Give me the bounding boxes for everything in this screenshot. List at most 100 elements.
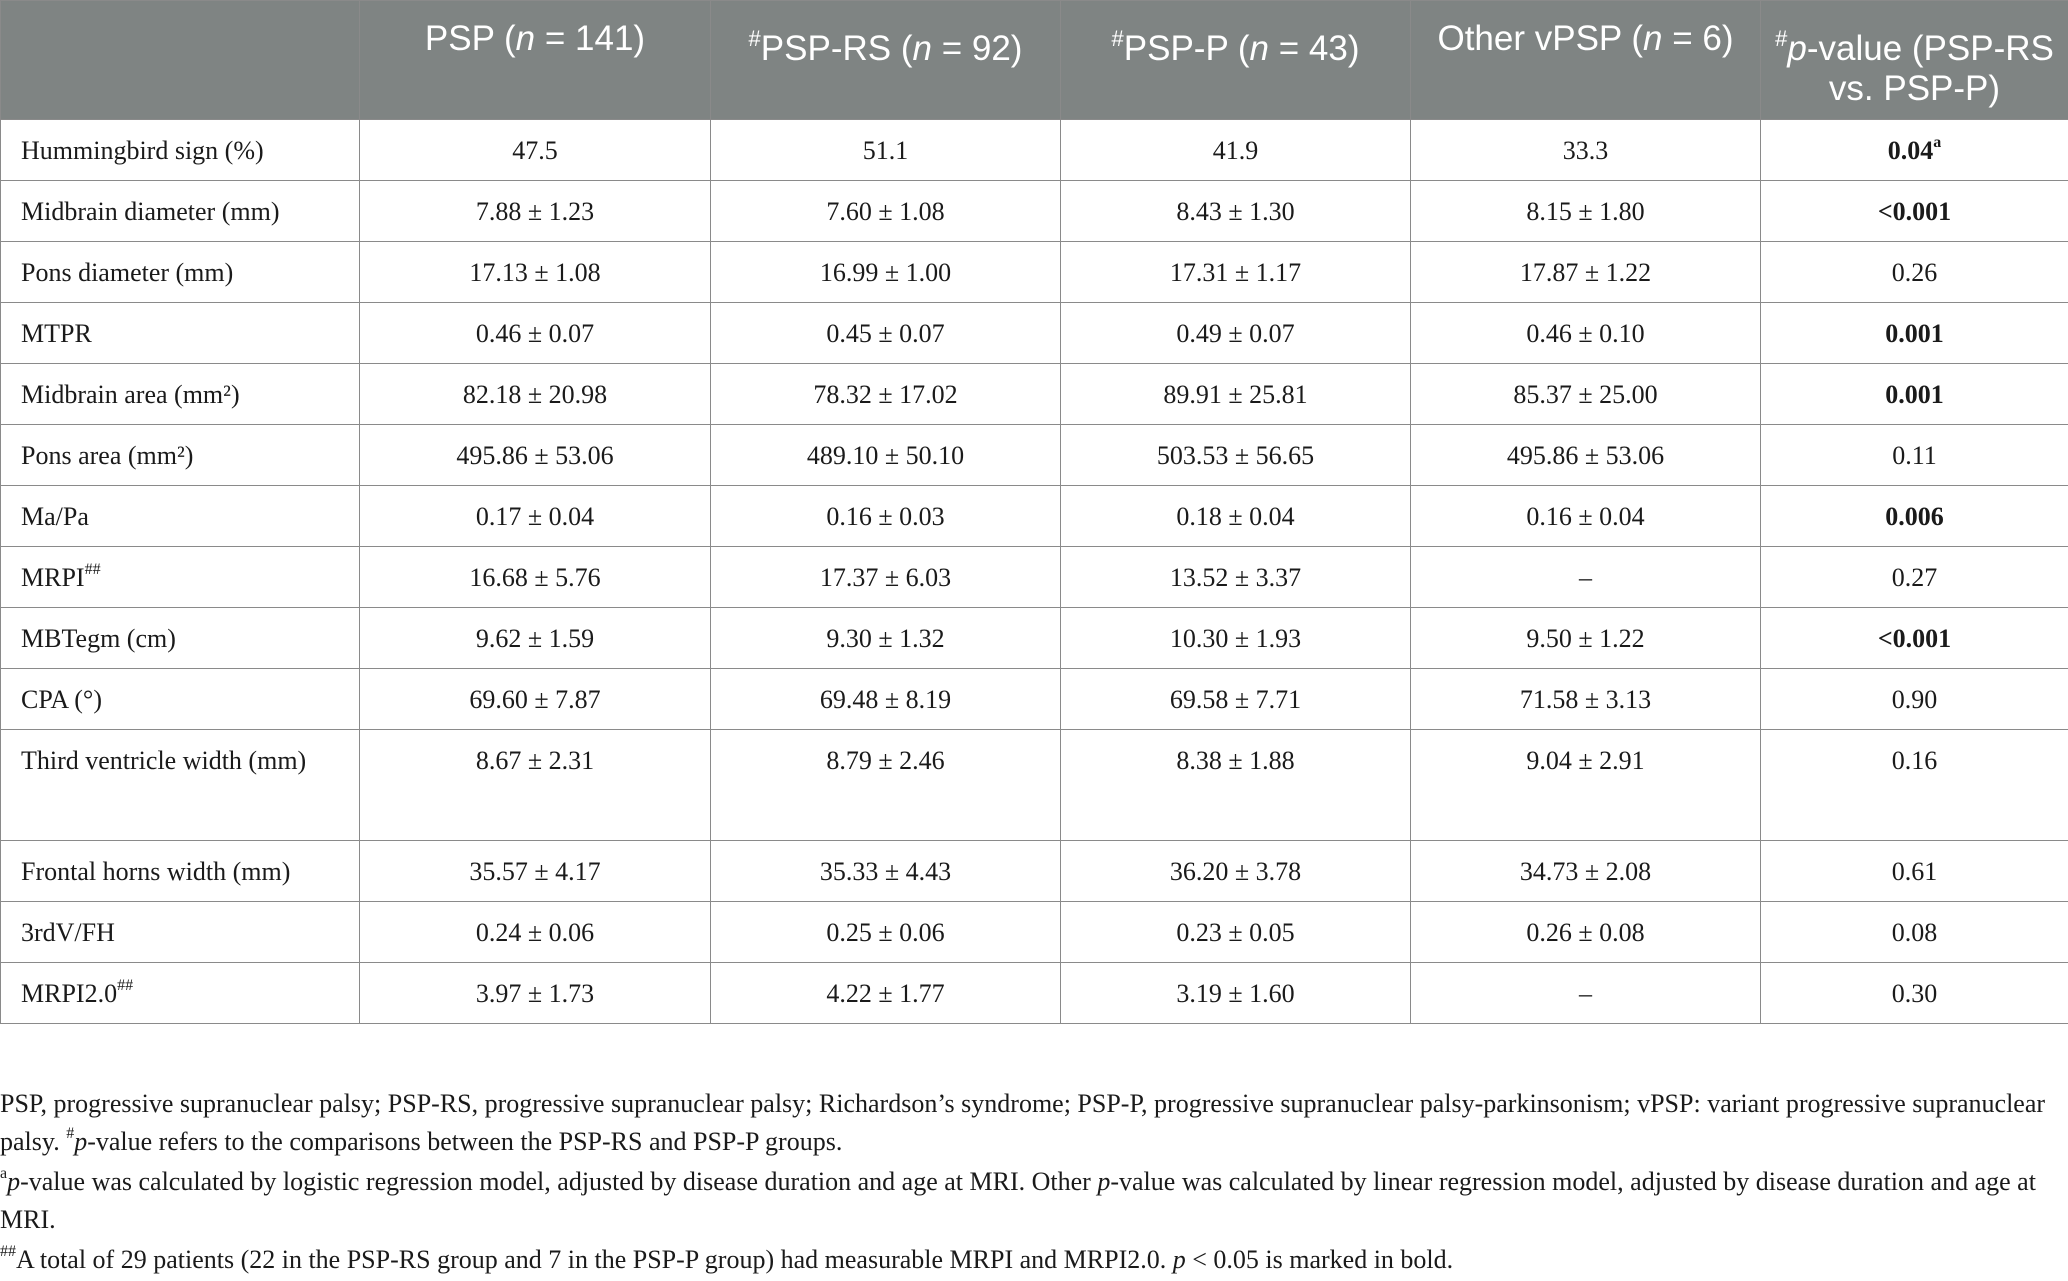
footnote-double-hash: ##A total of 29 patients (22 in the PSP-… <box>0 1241 2068 1279</box>
cell-psp: 16.68 ± 5.76 <box>360 547 711 608</box>
cell-psp: 9.62 ± 1.59 <box>360 608 711 669</box>
cell-pvalue: 0.04a <box>1761 120 2068 181</box>
table-row: Pons area (mm²) 495.86 ± 53.06 489.10 ± 50… <box>1 425 2068 486</box>
pvalue-text: 0.30 <box>1892 979 1938 1008</box>
pvalue-text: 0.16 <box>1892 746 1938 775</box>
footnote-abbreviations: PSP, progressive supranuclear palsy; PSP… <box>0 1085 2068 1161</box>
row-label-text: CPA (°) <box>21 685 102 714</box>
cell-pvalue: 0.001 <box>1761 364 2068 425</box>
pvalue-text: 0.006 <box>1885 502 1944 531</box>
header-psp-rs-n: n <box>913 29 932 68</box>
cell-pvalue: 0.27 <box>1761 547 2068 608</box>
header-psp-count: = 141) <box>535 19 645 58</box>
cell-psp: 0.17 ± 0.04 <box>360 486 711 547</box>
cell-psp: 35.57 ± 4.17 <box>360 841 711 902</box>
cell-psp-rs: 16.99 ± 1.00 <box>711 242 1061 303</box>
row-label-text: Midbrain diameter (mm) <box>21 197 279 226</box>
cell-other-vpsp: 0.26 ± 0.08 <box>1411 902 1761 963</box>
cell-psp-p: 69.58 ± 7.71 <box>1061 669 1411 730</box>
cell-pvalue: 0.001 <box>1761 303 2068 364</box>
row-label: MRPI## <box>1 547 360 608</box>
row-label: MBTegm (cm) <box>1 608 360 669</box>
header-psp-rs-hash: # <box>749 26 761 51</box>
row-label-text: Midbrain area (mm²) <box>21 380 240 409</box>
pvalue-text: 0.001 <box>1885 380 1944 409</box>
footnote-a-p-symbol: p <box>7 1167 20 1196</box>
header-other-vpsp-n: n <box>1643 19 1662 58</box>
pvalue-text: 0.27 <box>1892 563 1938 592</box>
row-label: Midbrain diameter (mm) <box>1 181 360 242</box>
cell-pvalue: 0.16 <box>1761 730 2068 841</box>
cell-pvalue: 0.61 <box>1761 841 2068 902</box>
header-row: PSP (n = 141) #PSP-RS (n = 92) #PSP-P (n… <box>1 1 2068 120</box>
cell-psp-rs: 7.60 ± 1.08 <box>711 181 1061 242</box>
cell-other-vpsp: – <box>1411 547 1761 608</box>
cell-psp: 82.18 ± 20.98 <box>360 364 711 425</box>
row-label-text: Frontal horns width (mm) <box>21 857 290 886</box>
pvalue-text: 0.001 <box>1885 319 1944 348</box>
cell-other-vpsp: 71.58 ± 3.13 <box>1411 669 1761 730</box>
header-psp-text: PSP ( <box>425 19 516 58</box>
header-other-vpsp-count: = 6) <box>1663 19 1734 58</box>
cell-psp-p: 41.9 <box>1061 120 1411 181</box>
cell-psp-p: 3.19 ± 1.60 <box>1061 963 1411 1024</box>
pvalue-superscript: a <box>1933 134 1941 151</box>
cell-other-vpsp: 34.73 ± 2.08 <box>1411 841 1761 902</box>
cell-psp-rs: 51.1 <box>711 120 1061 181</box>
row-label-text: MBTegm (cm) <box>21 624 176 653</box>
table-header: PSP (n = 141) #PSP-RS (n = 92) #PSP-P (n… <box>1 1 2068 120</box>
cell-other-vpsp: 33.3 <box>1411 120 1761 181</box>
row-label-text: Ma/Pa <box>21 502 89 531</box>
cell-psp-p: 0.23 ± 0.05 <box>1061 902 1411 963</box>
cell-psp-rs: 35.33 ± 4.43 <box>711 841 1061 902</box>
cell-psp-rs: 9.30 ± 1.32 <box>711 608 1061 669</box>
row-label-text: Third ventricle width (mm) <box>21 746 306 775</box>
header-psp-n: n <box>516 19 535 58</box>
row-label: Frontal horns width (mm) <box>1 841 360 902</box>
header-empty-cell <box>1 1 360 120</box>
header-pvalue-text: -value (PSP-RS vs. PSP-P) <box>1807 29 2054 108</box>
cell-psp-p: 10.30 ± 1.93 <box>1061 608 1411 669</box>
cell-psp-p: 0.18 ± 0.04 <box>1061 486 1411 547</box>
row-label: 3rdV/FH <box>1 902 360 963</box>
pvalue-text: 0.08 <box>1892 918 1938 947</box>
cell-other-vpsp: 9.50 ± 1.22 <box>1411 608 1761 669</box>
header-psp-rs-count: = 92) <box>932 29 1022 68</box>
results-table: PSP (n = 141) #PSP-RS (n = 92) #PSP-P (n… <box>0 0 2068 1024</box>
row-label-text: 3rdV/FH <box>21 918 115 947</box>
row-label: Pons area (mm²) <box>1 425 360 486</box>
footnote-a-p-symbol-2: p <box>1097 1167 1110 1196</box>
cell-psp: 0.24 ± 0.06 <box>360 902 711 963</box>
row-label-text: MRPI2.0 <box>21 979 117 1008</box>
cell-psp: 47.5 <box>360 120 711 181</box>
header-other-vpsp: Other vPSP (n = 6) <box>1411 1 1761 120</box>
cell-other-vpsp: – <box>1411 963 1761 1024</box>
footnote-abbreviations-tail: -value refers to the comparisons between… <box>87 1127 842 1156</box>
header-psp-p-n: n <box>1250 29 1269 68</box>
header-psp-p-hash: # <box>1112 26 1124 51</box>
row-label: Midbrain area (mm²) <box>1 364 360 425</box>
cell-pvalue: 0.26 <box>1761 242 2068 303</box>
header-psp-p-count: = 43) <box>1269 29 1359 68</box>
cell-psp: 17.13 ± 1.08 <box>360 242 711 303</box>
cell-pvalue: 0.30 <box>1761 963 2068 1024</box>
pvalue-text: <0.001 <box>1878 624 1951 653</box>
row-label: Third ventricle width (mm) <box>1 730 360 841</box>
row-label-superscript: ## <box>117 977 133 994</box>
cell-psp-rs: 489.10 ± 50.10 <box>711 425 1061 486</box>
pvalue-text: 0.61 <box>1892 857 1938 886</box>
cell-other-vpsp: 17.87 ± 1.22 <box>1411 242 1761 303</box>
header-psp-rs: #PSP-RS (n = 92) <box>711 1 1061 120</box>
cell-psp: 8.67 ± 2.31 <box>360 730 711 841</box>
cell-psp-rs: 69.48 ± 8.19 <box>711 669 1061 730</box>
footnote-double-hash-marker: ## <box>0 1243 16 1260</box>
cell-other-vpsp: 495.86 ± 53.06 <box>1411 425 1761 486</box>
